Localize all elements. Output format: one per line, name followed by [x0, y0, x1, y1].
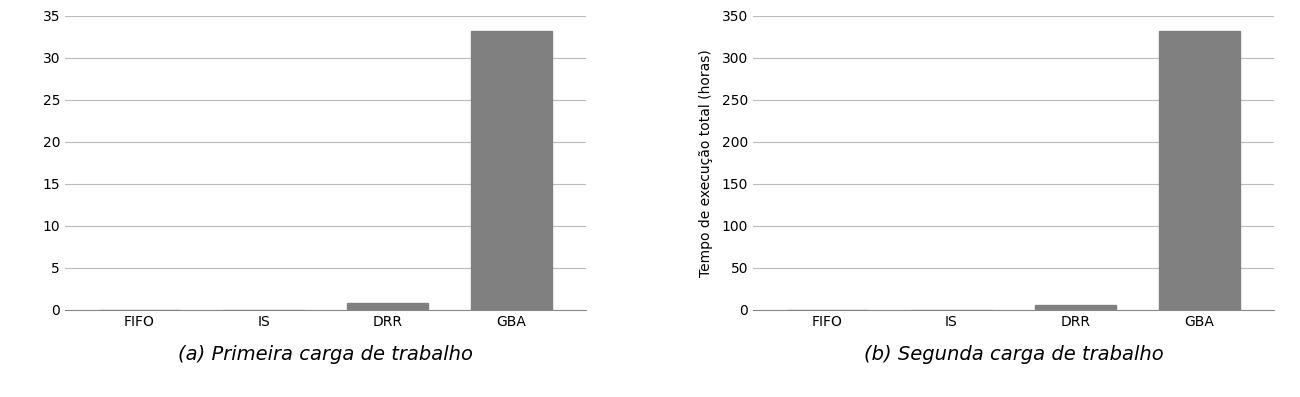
Bar [1035, 305, 1115, 310]
X-axis label: (b) Segunda carga de trabalho: (b) Segunda carga de trabalho [863, 345, 1164, 364]
Bar [1160, 31, 1240, 310]
Bar [347, 303, 428, 310]
X-axis label: (a) Primeira carga de trabalho: (a) Primeira carga de trabalho [178, 345, 473, 364]
Bar [472, 31, 552, 310]
Y-axis label: Tempo de execução total (horas): Tempo de execução total (horas) [699, 49, 714, 277]
